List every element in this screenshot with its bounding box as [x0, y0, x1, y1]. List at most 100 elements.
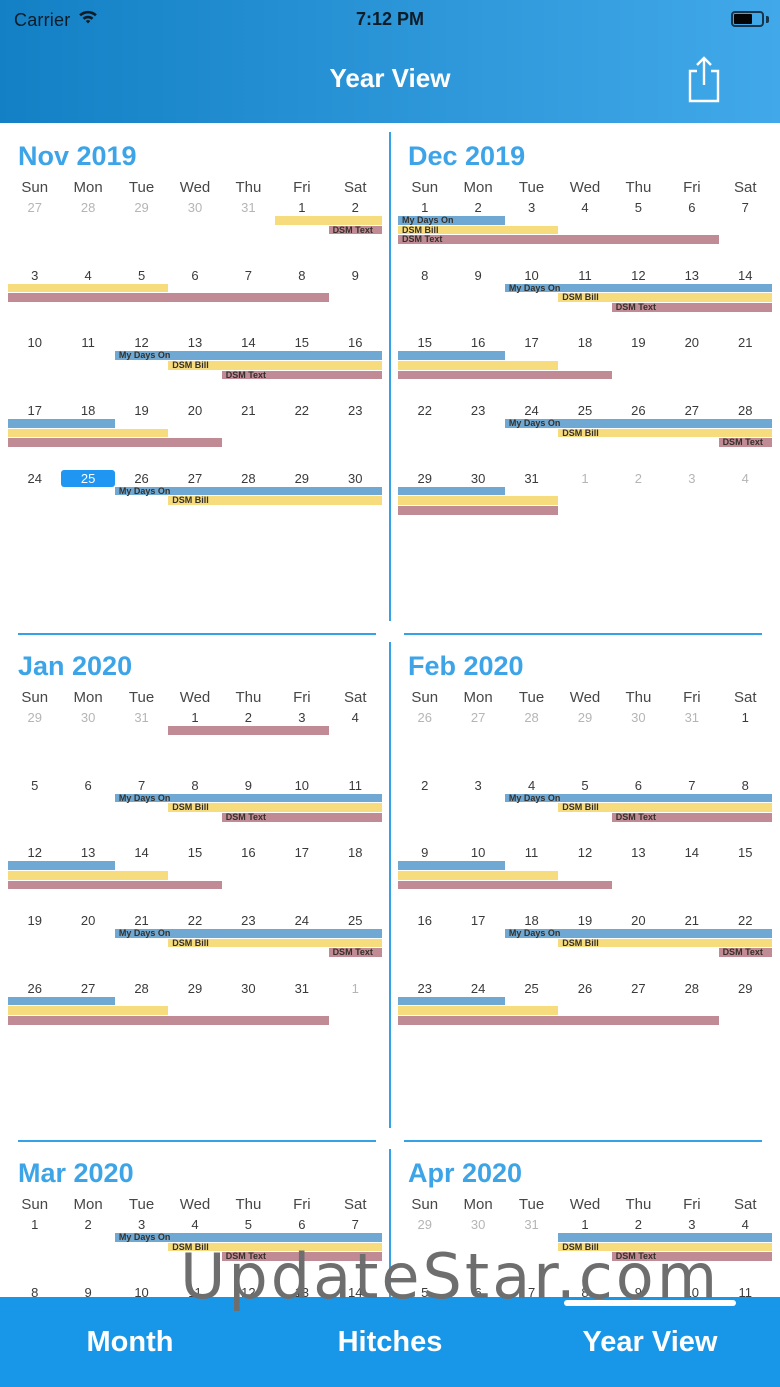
- day-cell[interactable]: 16: [348, 335, 363, 351]
- day-cell[interactable]: 31: [524, 1217, 539, 1232]
- day-cell[interactable]: 17: [27, 403, 42, 419]
- day-cell[interactable]: 20: [631, 913, 646, 929]
- day-cell[interactable]: 13: [187, 335, 203, 351]
- day-cell[interactable]: 18: [524, 913, 539, 929]
- day-cell[interactable]: 6: [84, 777, 92, 793]
- day-cell[interactable]: 2: [421, 777, 429, 793]
- day-cell[interactable]: 27: [80, 980, 96, 996]
- day-cell[interactable]: 4: [191, 1217, 199, 1232]
- day-cell[interactable]: 31: [294, 980, 310, 996]
- day-cell[interactable]: 11: [348, 777, 362, 793]
- day-cell[interactable]: 29: [294, 470, 310, 486]
- day-cell[interactable]: 2: [474, 200, 482, 215]
- day-cell[interactable]: 22: [738, 913, 753, 929]
- tab-year-view[interactable]: Year View: [520, 1297, 780, 1387]
- day-cell[interactable]: 14: [134, 845, 149, 861]
- day-cell[interactable]: 24: [470, 980, 486, 996]
- day-cell[interactable]: 29: [187, 980, 203, 996]
- day-cell[interactable]: 6: [298, 1217, 306, 1232]
- day-cell[interactable]: 3: [474, 777, 482, 793]
- day-cell[interactable]: 28: [738, 403, 753, 419]
- day-cell[interactable]: 11: [738, 1284, 752, 1300]
- day-cell[interactable]: 19: [134, 403, 149, 419]
- day-cell[interactable]: 21: [134, 913, 149, 929]
- day-cell[interactable]: 1: [351, 980, 359, 996]
- day-cell[interactable]: 20: [80, 913, 96, 929]
- day-cell[interactable]: 31: [134, 710, 149, 725]
- day-cell[interactable]: 7: [741, 200, 749, 215]
- day-cell[interactable]: 24: [524, 403, 539, 419]
- day-cell[interactable]: 28: [241, 470, 256, 486]
- day-cell[interactable]: 11: [81, 335, 95, 351]
- day-cell[interactable]: 26: [134, 470, 149, 486]
- day-cell[interactable]: 4: [84, 267, 92, 283]
- day-cell[interactable]: 18: [348, 845, 363, 861]
- day-cell[interactable]: 8: [581, 1284, 589, 1300]
- day-cell[interactable]: 23: [348, 403, 363, 419]
- day-cell[interactable]: 9: [474, 267, 482, 283]
- day-cell[interactable]: 3: [527, 200, 536, 215]
- day-cell[interactable]: 12: [241, 1284, 256, 1300]
- tab-hitches[interactable]: Hitches: [260, 1297, 520, 1387]
- day-cell[interactable]: 1: [421, 200, 429, 215]
- day-cell[interactable]: 27: [631, 980, 646, 996]
- day-cell[interactable]: 5: [244, 1217, 253, 1232]
- day-cell[interactable]: 20: [684, 335, 700, 351]
- day-cell[interactable]: 5: [421, 1284, 429, 1300]
- day-cell[interactable]: 13: [631, 845, 646, 861]
- day-cell[interactable]: 9: [351, 267, 359, 283]
- day-cell[interactable]: 24: [294, 913, 310, 929]
- day-cell[interactable]: 2: [634, 470, 643, 486]
- day-cell[interactable]: 28: [134, 980, 149, 996]
- day-cell[interactable]: 10: [470, 845, 486, 861]
- day-cell[interactable]: 24: [27, 470, 42, 486]
- day-cell[interactable]: 8: [741, 777, 749, 793]
- day-cell[interactable]: 18: [80, 403, 96, 419]
- day-cell[interactable]: 1: [741, 710, 749, 725]
- day-cell[interactable]: 2: [634, 1217, 643, 1232]
- day-cell[interactable]: 5: [137, 267, 146, 283]
- day-cell[interactable]: 28: [80, 200, 96, 215]
- day-cell[interactable]: 7: [351, 1217, 359, 1232]
- day-cell[interactable]: 30: [241, 980, 256, 996]
- day-cell[interactable]: 19: [577, 913, 593, 929]
- day-cell[interactable]: 10: [27, 335, 42, 351]
- day-cell[interactable]: 14: [738, 267, 753, 283]
- day-cell[interactable]: 9: [421, 845, 429, 861]
- day-cell[interactable]: 12: [577, 845, 593, 861]
- day-cell[interactable]: 6: [474, 1284, 482, 1300]
- day-cell[interactable]: 27: [187, 470, 203, 486]
- day-cell[interactable]: 10: [684, 1284, 700, 1300]
- selected-day[interactable]: 25: [61, 469, 115, 487]
- day-cell[interactable]: 15: [417, 335, 432, 351]
- day-cell[interactable]: 13: [294, 1284, 310, 1300]
- day-cell[interactable]: 22: [294, 403, 310, 419]
- day-cell[interactable]: 3: [688, 1217, 696, 1232]
- day-cell[interactable]: 3: [137, 1217, 146, 1232]
- day-cell[interactable]: 2: [351, 200, 359, 215]
- day-cell[interactable]: 13: [684, 267, 700, 283]
- day-cell[interactable]: 12: [27, 845, 42, 861]
- day-cell[interactable]: 15: [294, 335, 310, 351]
- day-cell[interactable]: 31: [524, 470, 539, 486]
- day-cell[interactable]: 26: [27, 980, 42, 996]
- day-cell[interactable]: 31: [241, 200, 256, 215]
- day-cell[interactable]: 23: [470, 403, 486, 419]
- day-cell[interactable]: 29: [134, 200, 149, 215]
- day-cell[interactable]: 1: [298, 200, 306, 215]
- day-cell[interactable]: 7: [688, 777, 696, 793]
- day-cell[interactable]: 15: [187, 845, 203, 861]
- day-cell[interactable]: 7: [527, 1284, 536, 1300]
- day-cell[interactable]: 10: [134, 1284, 149, 1300]
- day-cell[interactable]: 1: [581, 1217, 589, 1232]
- day-cell[interactable]: 1: [191, 710, 199, 725]
- tab-month[interactable]: Month: [0, 1297, 260, 1387]
- day-cell[interactable]: 2: [84, 1217, 92, 1232]
- day-cell[interactable]: 8: [298, 267, 306, 283]
- day-cell[interactable]: 18: [577, 335, 593, 351]
- day-cell[interactable]: 17: [294, 845, 310, 861]
- day-cell[interactable]: 10: [294, 777, 310, 793]
- day-cell[interactable]: 4: [741, 1217, 749, 1232]
- day-cell[interactable]: 13: [80, 845, 96, 861]
- day-cell[interactable]: 4: [527, 777, 536, 793]
